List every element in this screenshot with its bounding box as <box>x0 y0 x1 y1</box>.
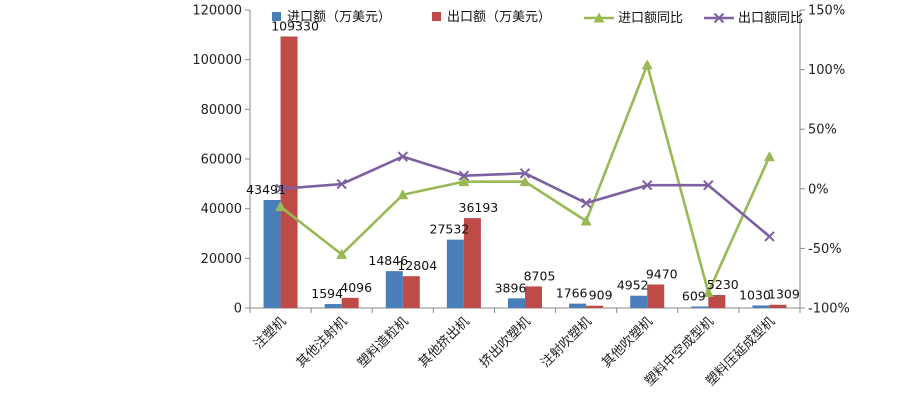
triangle-point <box>763 151 775 162</box>
right-tick-label: -100% <box>808 302 850 317</box>
left-tick-label: 120000 <box>192 4 242 19</box>
bar <box>769 304 787 308</box>
bar <box>586 305 604 308</box>
data-label: 27532 <box>430 222 470 237</box>
data-label: 9470 <box>646 266 678 281</box>
legend: 进口额（万美元） 出口额（万美元） 进口额同比 出口额同比 <box>272 10 803 26</box>
legend-label: 进口额同比 <box>618 11 683 26</box>
data-label: 109330 <box>271 18 319 33</box>
category-label: 注射吹塑机 <box>538 314 595 371</box>
bar <box>446 239 464 308</box>
data-label: 43491 <box>246 182 286 197</box>
left-tick-label: 20000 <box>201 252 242 267</box>
legend-x-marker <box>713 12 725 24</box>
x-point <box>458 170 470 181</box>
data-labels: 43491 1594 14846 27532 3896 1766 4952 609 1030 10… <box>246 18 800 303</box>
series-line <box>280 155 771 238</box>
bar <box>691 306 709 308</box>
bar <box>263 199 281 308</box>
bar <box>280 36 298 309</box>
legend-label: 进口额（万美元） <box>287 10 391 25</box>
right-tick-label: 0% <box>808 182 829 197</box>
category-label: 其他吹塑机 <box>599 314 656 371</box>
x-point <box>397 151 408 162</box>
data-label: 3896 <box>495 280 527 295</box>
data-label: 1309 <box>768 287 800 302</box>
legend-swatch <box>432 12 441 21</box>
data-label: 609 <box>682 288 706 303</box>
bar <box>385 271 403 308</box>
legend-swatch <box>272 12 281 21</box>
x-point <box>275 183 286 195</box>
bar <box>463 218 481 308</box>
left-tick-label: 40000 <box>201 202 242 217</box>
category-label: 挤出吹塑机 <box>477 314 534 371</box>
data-label: 5230 <box>707 277 739 292</box>
right-tick-label: 100% <box>808 63 845 78</box>
data-label: 1594 <box>311 286 343 301</box>
triangle-point <box>702 287 714 298</box>
category-label: 注塑机 <box>251 314 289 352</box>
bar <box>647 284 665 308</box>
bar <box>569 303 587 308</box>
bar <box>708 295 726 308</box>
bar <box>324 304 342 308</box>
left-tick-label: 80000 <box>201 103 242 118</box>
bar <box>525 286 542 308</box>
category-label: 其他挤出机 <box>416 314 473 371</box>
data-label: 1030 <box>739 287 771 302</box>
legend-label: 出口额（万美元） <box>447 10 551 25</box>
bars <box>263 36 787 309</box>
left-tick-label: 60000 <box>201 153 242 168</box>
bar <box>508 298 525 308</box>
right-tick-label: -50% <box>808 242 842 257</box>
legend-triangle-marker <box>593 12 605 23</box>
bar <box>402 276 420 308</box>
x-point <box>642 180 653 191</box>
bar <box>341 297 359 308</box>
data-label: 909 <box>589 288 613 303</box>
category-label: 塑料造粒机 <box>355 314 412 371</box>
data-label: 12804 <box>397 258 437 273</box>
data-label: 4096 <box>340 280 372 295</box>
data-label: 8705 <box>524 268 556 283</box>
triangle-point <box>519 176 531 187</box>
x-point <box>580 197 592 209</box>
triangle-point <box>397 189 409 200</box>
left-tick-label: 0 <box>234 302 242 317</box>
x-point <box>764 231 775 242</box>
data-label: 4952 <box>617 278 649 293</box>
triangle-point <box>458 176 470 187</box>
triangle-point <box>580 215 592 226</box>
x-point <box>336 178 347 190</box>
triangle-point <box>641 59 653 70</box>
lines <box>275 59 775 298</box>
right-tick-label: 50% <box>808 123 837 138</box>
bar <box>630 295 648 308</box>
left-tick-label: 100000 <box>192 53 242 68</box>
legend-label: 出口额同比 <box>738 11 803 26</box>
x-point <box>519 168 531 179</box>
data-label: 36193 <box>459 200 499 215</box>
data-label: 14846 <box>368 253 408 268</box>
triangle-point <box>275 201 287 212</box>
right-tick-label: 150% <box>808 4 845 19</box>
bar <box>752 305 770 308</box>
x-point <box>703 180 714 191</box>
data-label: 1766 <box>556 286 588 301</box>
category-label: 其他注射机 <box>293 314 350 371</box>
triangle-point <box>336 248 348 259</box>
